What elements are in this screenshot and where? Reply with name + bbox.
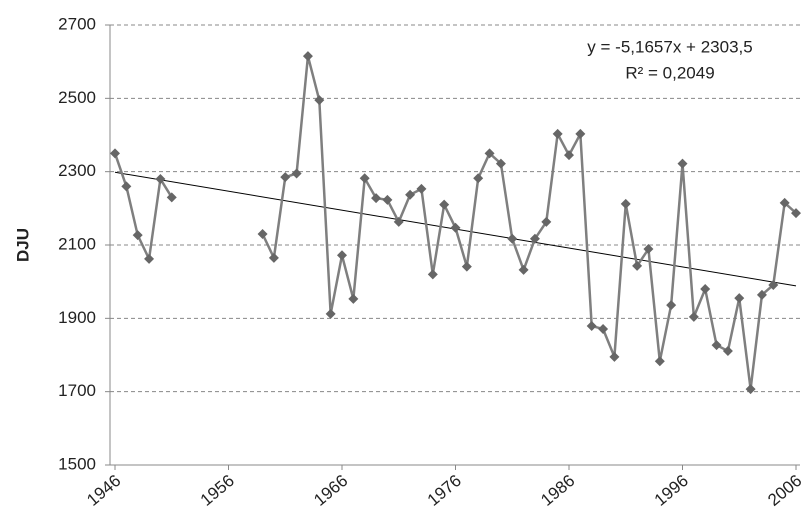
x-tick-label: 1946 [83,471,124,510]
data-point [586,321,597,332]
x-tick-label: 1986 [537,471,578,510]
y-tick-label: 2100 [58,234,96,253]
data-point [155,174,166,184]
data-point [575,128,586,139]
data-point [450,222,461,233]
data-point [700,284,711,294]
data-point [382,194,393,205]
data-point [666,300,677,311]
data-point [541,216,552,227]
x-tick-label: 1956 [197,471,238,510]
data-point [393,216,404,227]
data-point [144,253,155,264]
data-point [416,183,427,194]
data-point [461,261,472,272]
data-point [654,356,665,367]
data-point [722,345,733,356]
data-point [620,198,631,209]
data-point [518,264,529,275]
data-point [314,95,325,106]
data-line [113,152,173,264]
data-point [257,229,268,239]
data-point [552,128,563,139]
trend-equation: y = -5,1657x + 2303,5 [587,37,752,56]
data-point [495,158,506,169]
data-point [529,233,540,244]
data-point [110,148,120,159]
y-tick-label: 2300 [58,161,96,180]
data-point [768,279,779,290]
data-point [166,192,177,203]
y-axis-label: DJU [13,228,32,262]
data-point [427,269,438,280]
data-point [371,193,382,204]
y-tick-label: 1500 [58,454,96,473]
y-tick-label: 1900 [58,308,96,327]
data-point [484,148,495,159]
data-point [268,252,279,263]
data-point [643,244,654,255]
data-point [507,233,518,244]
data-point [677,158,688,169]
data-point [439,199,450,210]
data-point [325,308,336,319]
y-tick-label: 1700 [58,381,96,400]
data-point [132,230,143,241]
data-line [261,55,797,390]
data-point [405,189,416,200]
x-tick-label: 1966 [310,471,351,510]
data-point [734,293,745,304]
data-point [302,51,313,62]
data-point [756,289,767,300]
data-point [609,351,620,362]
data-point [337,250,347,261]
data-point [632,260,643,271]
data-point [291,168,302,179]
trend-r2: R² = 0,2049 [625,63,714,82]
data-point [121,181,132,192]
data-point [280,172,291,183]
data-point [473,173,484,184]
data-point [779,197,790,208]
data-point [564,150,574,161]
data-point [688,311,699,322]
data-point [791,208,801,219]
data-point [359,173,370,184]
x-tick-label: 1976 [424,471,465,510]
data-point [348,293,359,304]
x-tick-label: 2006 [764,471,801,510]
data-point [711,340,722,351]
y-tick-label: 2500 [58,88,96,107]
data-point [745,384,756,395]
y-tick-label: 2700 [58,14,96,33]
data-point [598,323,609,334]
x-tick-label: 1996 [651,471,692,510]
